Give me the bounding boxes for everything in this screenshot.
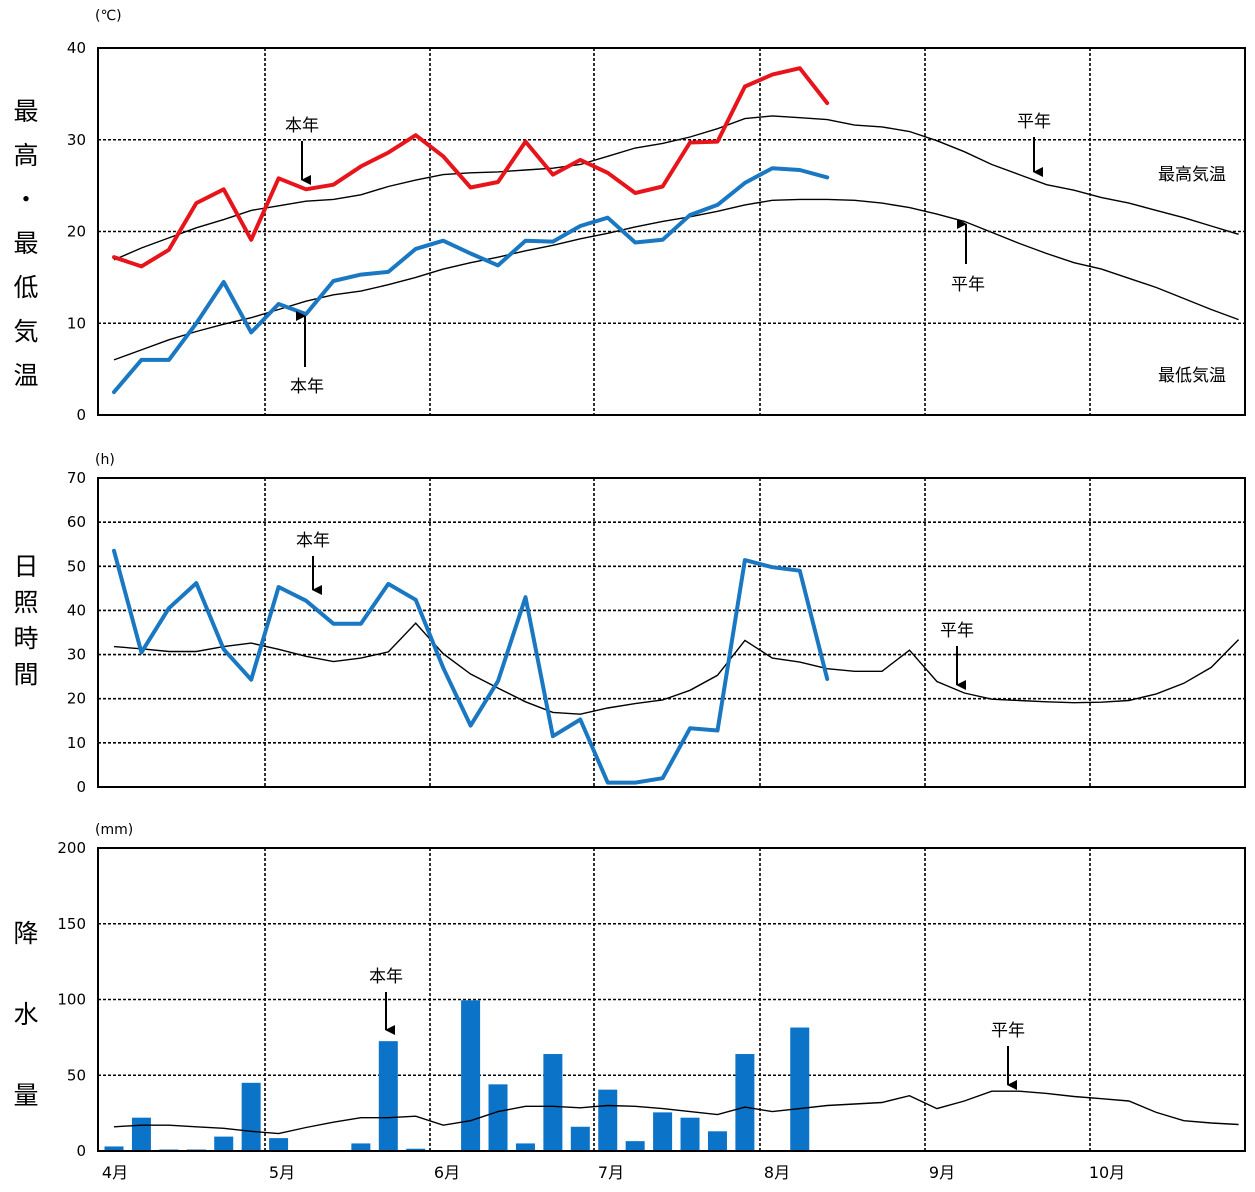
y-tick-label: 30 — [67, 646, 86, 664]
precip-bar — [131, 1117, 151, 1151]
y-axis-label-char: 照 — [13, 588, 38, 617]
y-axis-label-char: 間 — [13, 660, 38, 689]
month-tick-label: 6月 — [434, 1163, 460, 1182]
y-axis-label-char: 水 — [13, 1000, 38, 1029]
y-axis-label-char: 低 — [13, 273, 38, 302]
y-axis-label-char: 量 — [13, 1081, 38, 1110]
y-tick-label: 10 — [67, 314, 86, 332]
annotation-label: 平年 — [940, 621, 974, 641]
max-temp-side-label: 最高気温 — [1158, 165, 1226, 185]
y-tick-label: 150 — [57, 915, 86, 933]
month-tick-label: 9月 — [929, 1163, 955, 1182]
plot-frame — [97, 847, 1246, 1152]
y-tick-label: 20 — [67, 690, 86, 708]
precip-bar — [598, 1089, 618, 1151]
y-axis-label-char: 時 — [13, 624, 38, 653]
precip-bar — [790, 1027, 810, 1151]
precip-bar — [269, 1138, 289, 1151]
y-axis-label-char: 気 — [13, 317, 38, 346]
y-axis-label-char: 温 — [13, 361, 38, 390]
month-axis: 4月 5月 6月 7月 8月 9月 10月 — [102, 1163, 1125, 1182]
annotation-label: 平年 — [1017, 112, 1051, 132]
precip-bar — [104, 1146, 124, 1151]
precip-bar — [378, 1041, 398, 1151]
unit-label: (℃) — [95, 8, 122, 24]
y-tick-label: 0 — [76, 1142, 86, 1160]
y-tick-label: 40 — [67, 601, 86, 619]
month-tick-label: 8月 — [764, 1163, 790, 1182]
y-tick-label: 30 — [67, 131, 86, 149]
最低気温-normal-line — [113, 198, 1239, 361]
annotation-label: 平年 — [951, 275, 985, 295]
month-tick-label: 5月 — [269, 1163, 295, 1182]
precip-bar — [515, 1143, 535, 1151]
y-tick-label: 0 — [76, 778, 86, 796]
y-tick-label: 50 — [67, 1066, 86, 1084]
y-tick-label: 60 — [67, 513, 86, 531]
y-tick-label: 100 — [57, 991, 86, 1009]
y-axis-label-char: 最 — [13, 97, 38, 126]
precip-bar — [461, 1000, 481, 1151]
precip-bar — [735, 1054, 755, 1151]
precip-bar — [680, 1117, 700, 1151]
plot-frame — [97, 477, 1246, 788]
precip-bar — [488, 1084, 508, 1151]
y-axis-label-char: 日 — [13, 552, 38, 581]
min-temp-side-label: 最低気温 — [1158, 366, 1226, 386]
precip-bar — [406, 1148, 426, 1151]
y-tick-label: 40 — [67, 39, 86, 57]
y-tick-label: 10 — [67, 734, 86, 752]
日照時間-normal-line — [113, 622, 1240, 715]
最高気温-normal-line — [113, 115, 1239, 261]
precip-bar — [707, 1131, 727, 1151]
y-axis-label-char: 降 — [13, 919, 38, 948]
y-tick-label: 50 — [67, 557, 86, 575]
y-tick-label: 0 — [76, 406, 86, 424]
annotation-label: 平年 — [991, 1021, 1025, 1041]
month-tick-label: 4月 — [102, 1163, 128, 1182]
annotation-label: 本年 — [296, 531, 330, 551]
unit-label: (mm) — [95, 822, 133, 838]
precip-bar — [351, 1143, 371, 1151]
plot-frame — [97, 47, 1246, 416]
y-axis-label-char: ・ — [13, 185, 38, 214]
y-tick-label: 20 — [67, 223, 86, 241]
y-axis-label-char: 高 — [13, 141, 38, 170]
month-tick-label: 10月 — [1089, 1163, 1125, 1182]
unit-label: (h) — [95, 452, 115, 468]
y-tick-label: 70 — [67, 469, 86, 487]
precip-bar — [570, 1126, 590, 1151]
最高気温-this-year-line — [112, 66, 830, 269]
precip-bar — [214, 1136, 234, 1151]
precip-bar — [543, 1054, 563, 1151]
annotation-label: 本年 — [369, 967, 403, 987]
annotation-label: 本年 — [290, 377, 324, 397]
precip-bar — [625, 1141, 645, 1151]
annotation-label: 本年 — [285, 116, 319, 136]
precip-bar — [241, 1082, 261, 1151]
precip-bar — [653, 1112, 673, 1151]
month-tick-label: 7月 — [598, 1163, 624, 1182]
日照時間-this-year-line — [112, 548, 830, 785]
y-axis-label-char: 最 — [13, 229, 38, 258]
降水量-normal-line — [113, 1090, 1239, 1135]
最低気温-this-year-line — [112, 166, 830, 395]
y-tick-label: 200 — [57, 839, 86, 857]
